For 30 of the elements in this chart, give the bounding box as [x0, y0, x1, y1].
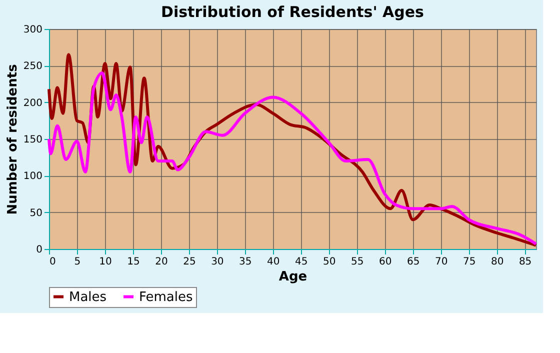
x-tick-label: 35	[239, 256, 252, 268]
x-tick-label: 20	[155, 256, 168, 268]
x-tick-label: 30	[211, 256, 224, 268]
x-tick-label: 60	[378, 256, 392, 268]
x-tick-label: 55	[351, 256, 364, 268]
x-tick-label: 25	[183, 256, 196, 268]
chart-title: Distribution of Residents' Ages	[161, 3, 424, 21]
x-tick-label: 15	[127, 256, 140, 268]
x-tick-label: 5	[74, 256, 81, 268]
y-tick-label: 250	[23, 61, 42, 72]
x-tick-label: 70	[434, 256, 448, 268]
y-tick-label: 0	[36, 244, 42, 256]
x-tick-label: 65	[406, 256, 420, 268]
y-tick-label: 300	[23, 24, 42, 36]
y-axis-title: Number of residents	[5, 64, 20, 215]
x-tick-label: 50	[323, 256, 336, 268]
x-tick-label: 75	[462, 256, 476, 268]
x-axis-title: Age	[278, 270, 308, 284]
x-tick-label: 40	[267, 256, 280, 268]
x-tick-label: 10	[99, 256, 112, 268]
legend-label: Females	[139, 290, 194, 305]
y-tick-label: 50	[30, 208, 42, 219]
x-tick-label: 0	[50, 256, 56, 268]
legend-label: Males	[69, 290, 107, 305]
y-tick-label: 100	[23, 171, 42, 182]
x-tick-label: 80	[490, 256, 504, 268]
x-tick-label: 45	[295, 256, 308, 268]
x-tick-label: 85	[518, 256, 532, 268]
y-tick-label: 150	[23, 134, 42, 146]
y-tick-label: 200	[23, 98, 42, 109]
